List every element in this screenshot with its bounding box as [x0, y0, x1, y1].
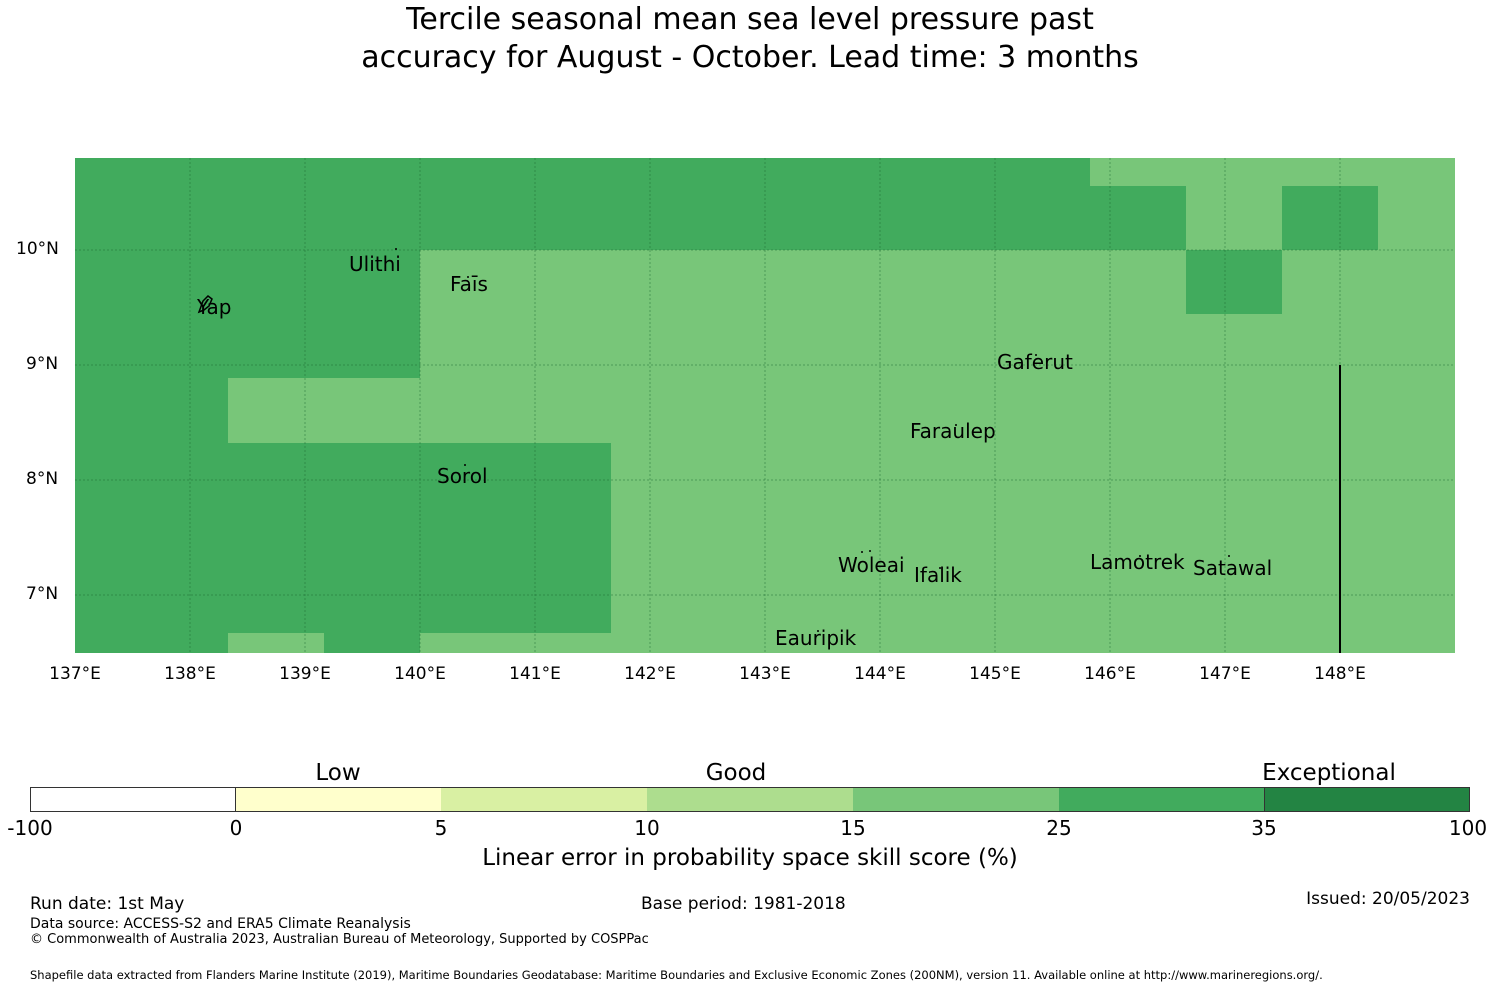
place-label-satawal: Satawal	[1193, 556, 1273, 580]
colorbar-tick: 15	[840, 816, 866, 840]
base-period: Base period: 1981-2018	[641, 894, 846, 914]
island-dot-eauripik	[817, 630, 819, 632]
lat-label-7: 7°N	[26, 584, 59, 604]
colorbar-tick: 5	[434, 816, 448, 840]
place-label-fais: Faīs	[450, 272, 488, 296]
colorbar-segment	[30, 787, 236, 812]
lon-label-147: 147°E	[1199, 664, 1251, 684]
island-dot-faraulep	[955, 424, 957, 426]
island-dot-gaferut	[1035, 354, 1037, 356]
skill-cell	[1186, 250, 1282, 314]
lon-label-143: 143°E	[739, 664, 791, 684]
lon-label-139: 139°E	[279, 664, 331, 684]
colorbar-segment	[441, 787, 647, 812]
data-source: Data source: ACCESS-S2 and ERA5 Climate …	[30, 916, 411, 932]
island-dot-woleai-2	[869, 550, 871, 552]
lat-label-8: 8°N	[26, 469, 59, 489]
skill-map	[75, 158, 1455, 653]
colorbar-category-exceptional: Exceptional	[1262, 760, 1396, 786]
place-label-woleai: Woleai	[838, 553, 905, 577]
graticule	[75, 158, 1455, 653]
map-title-line1: Tercile seasonal mean sea level pressure…	[406, 2, 1094, 37]
island-dot-satawal	[1228, 555, 1230, 557]
map-title-line2: accuracy for August - October. Lead time…	[361, 40, 1139, 75]
issued-date: Issued: 20/05/2023	[1306, 889, 1470, 909]
skill-cell	[75, 250, 420, 378]
colorbar-tick: 25	[1046, 816, 1072, 840]
skill-cell	[1090, 186, 1186, 250]
colorbar-category-good: Good	[705, 760, 767, 786]
colorbar-segment	[647, 787, 853, 812]
lat-label-10: 10°N	[16, 239, 59, 259]
place-label-gaferut: Gaferut	[997, 350, 1073, 374]
place-label-ifalik: Ifalik	[914, 563, 962, 587]
island-markers	[197, 248, 1230, 632]
lon-label-146: 146°E	[1084, 664, 1136, 684]
island-dot-ifalik	[939, 567, 941, 569]
colorbar-segment	[853, 787, 1059, 812]
skill-cell	[75, 443, 611, 633]
lon-label-148: 148°E	[1314, 664, 1366, 684]
lon-label-140: 140°E	[394, 664, 446, 684]
lon-label-141: 141°E	[509, 664, 561, 684]
island-dot-ulithi	[395, 248, 397, 250]
skill-cell	[324, 633, 420, 653]
place-label-lamotrek: Lamotrek	[1090, 550, 1185, 574]
skill-cells	[75, 158, 1378, 653]
lon-label-145: 145°E	[969, 664, 1021, 684]
colorbar-tick: 0	[229, 816, 243, 840]
colorbar-tick: -100	[7, 816, 53, 840]
island-dot-sorol	[464, 464, 466, 466]
skill-cell	[75, 378, 228, 443]
place-label-yap: Yap	[197, 295, 232, 319]
island-dot-woleai	[861, 551, 863, 553]
colorbar-segment	[1264, 787, 1470, 812]
run-date: Run date: 1st May	[30, 894, 185, 914]
colorbar-category-low: Low	[315, 760, 361, 786]
place-label-ulithi: Ulithi	[349, 252, 401, 276]
colorbar-tick: 100	[1448, 816, 1488, 840]
skill-cell	[75, 633, 228, 653]
place-label-faraulep: Faraulep	[910, 419, 996, 443]
island-dot-lamotrek	[1139, 555, 1141, 557]
colorbar-tick: 10	[634, 816, 660, 840]
colorbar-label: Linear error in probability space skill …	[482, 845, 1018, 871]
lon-label-137: 137°E	[49, 664, 101, 684]
colorbar-segment	[236, 787, 441, 812]
place-label-eauripik: Eauripik	[775, 626, 857, 650]
lon-label-144: 144°E	[854, 664, 906, 684]
copyright: © Commonwealth of Australia 2023, Austra…	[30, 932, 649, 947]
lat-label-9: 9°N	[26, 354, 59, 374]
colorbar-tick: 35	[1251, 816, 1277, 840]
skill-cell	[75, 158, 1090, 250]
skill-cell	[1282, 186, 1378, 250]
lon-label-142: 142°E	[624, 664, 676, 684]
lon-label-138: 138°E	[164, 664, 216, 684]
place-label-sorol: Sorol	[437, 464, 488, 488]
island-dot-fais	[467, 276, 469, 278]
colorbar-segment	[1059, 787, 1264, 812]
yap-island-shape	[197, 295, 213, 314]
shapefile-credit: Shapefile data extracted from Flanders M…	[30, 968, 1323, 982]
